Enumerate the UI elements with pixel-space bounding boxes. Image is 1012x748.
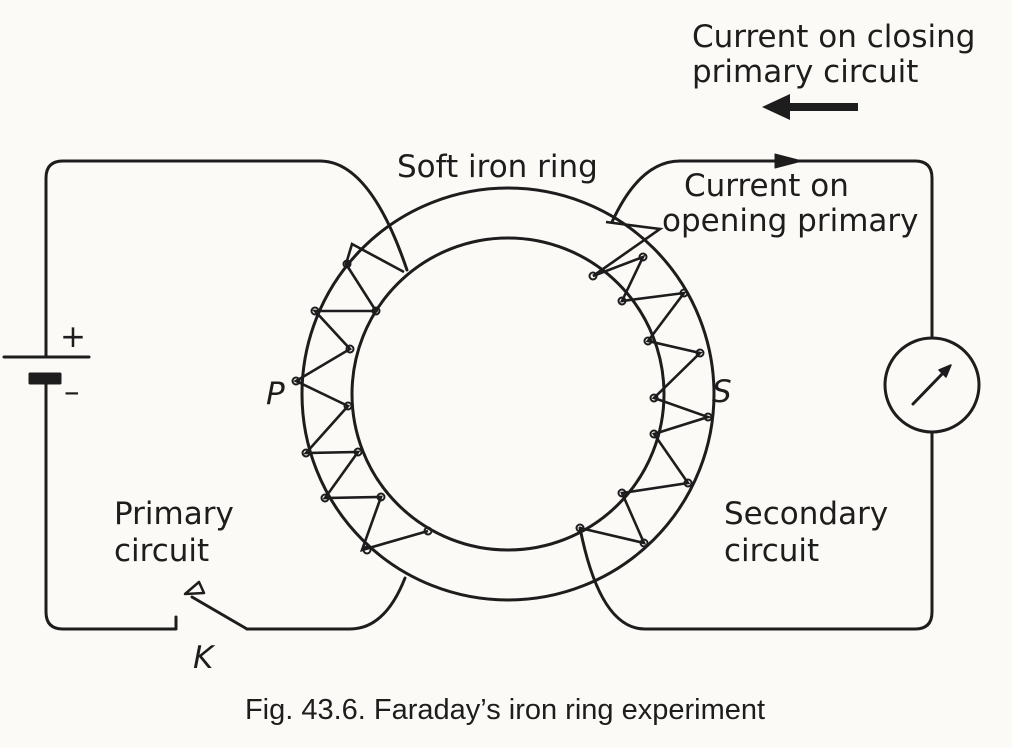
label-battery-minus: – <box>64 374 80 410</box>
arrowhead-opening <box>774 153 803 169</box>
arrow-closing <box>762 94 858 120</box>
galvanometer-needle-tip <box>938 364 952 378</box>
key-tip <box>183 580 206 596</box>
key-lever <box>190 595 249 631</box>
label-primary-coil: P <box>266 376 285 412</box>
primary-wire-top <box>44 159 409 359</box>
galvanometer-needle <box>911 369 947 406</box>
label-current-opening-2: opening primary <box>662 203 918 239</box>
primary-wire-bottom-left <box>44 390 178 631</box>
secondary-wire-bottom <box>578 430 934 631</box>
label-primary-1: Primary <box>114 496 234 532</box>
label-secondary-1: Secondary <box>724 496 888 532</box>
label-secondary-2: circuit <box>724 533 819 569</box>
primary-coil-loops <box>291 259 433 555</box>
secondary-wire-top <box>610 159 934 340</box>
figure-caption: Fig. 43.6. Faraday’s iron ring experimen… <box>245 694 765 726</box>
battery-short-plate <box>28 372 62 385</box>
label-current-closing-2: primary circuit <box>692 54 918 90</box>
label-primary-2: circuit <box>114 533 209 569</box>
galvanometer <box>883 336 981 434</box>
label-current-closing-1: Current on closing <box>692 19 975 55</box>
primary-wire-bottom-right <box>245 576 407 631</box>
secondary-coil-loops <box>575 252 713 548</box>
primary-coil <box>293 242 429 552</box>
iron-ring-inner <box>350 236 666 552</box>
secondary-coil <box>579 220 713 545</box>
label-battery-plus: + <box>60 319 86 355</box>
label-secondary-coil: S <box>712 374 732 410</box>
label-soft-iron-ring: Soft iron ring <box>397 149 598 185</box>
iron-ring-outer <box>300 186 716 602</box>
label-current-opening-1: Current on <box>684 168 849 204</box>
label-key: K <box>193 640 216 676</box>
